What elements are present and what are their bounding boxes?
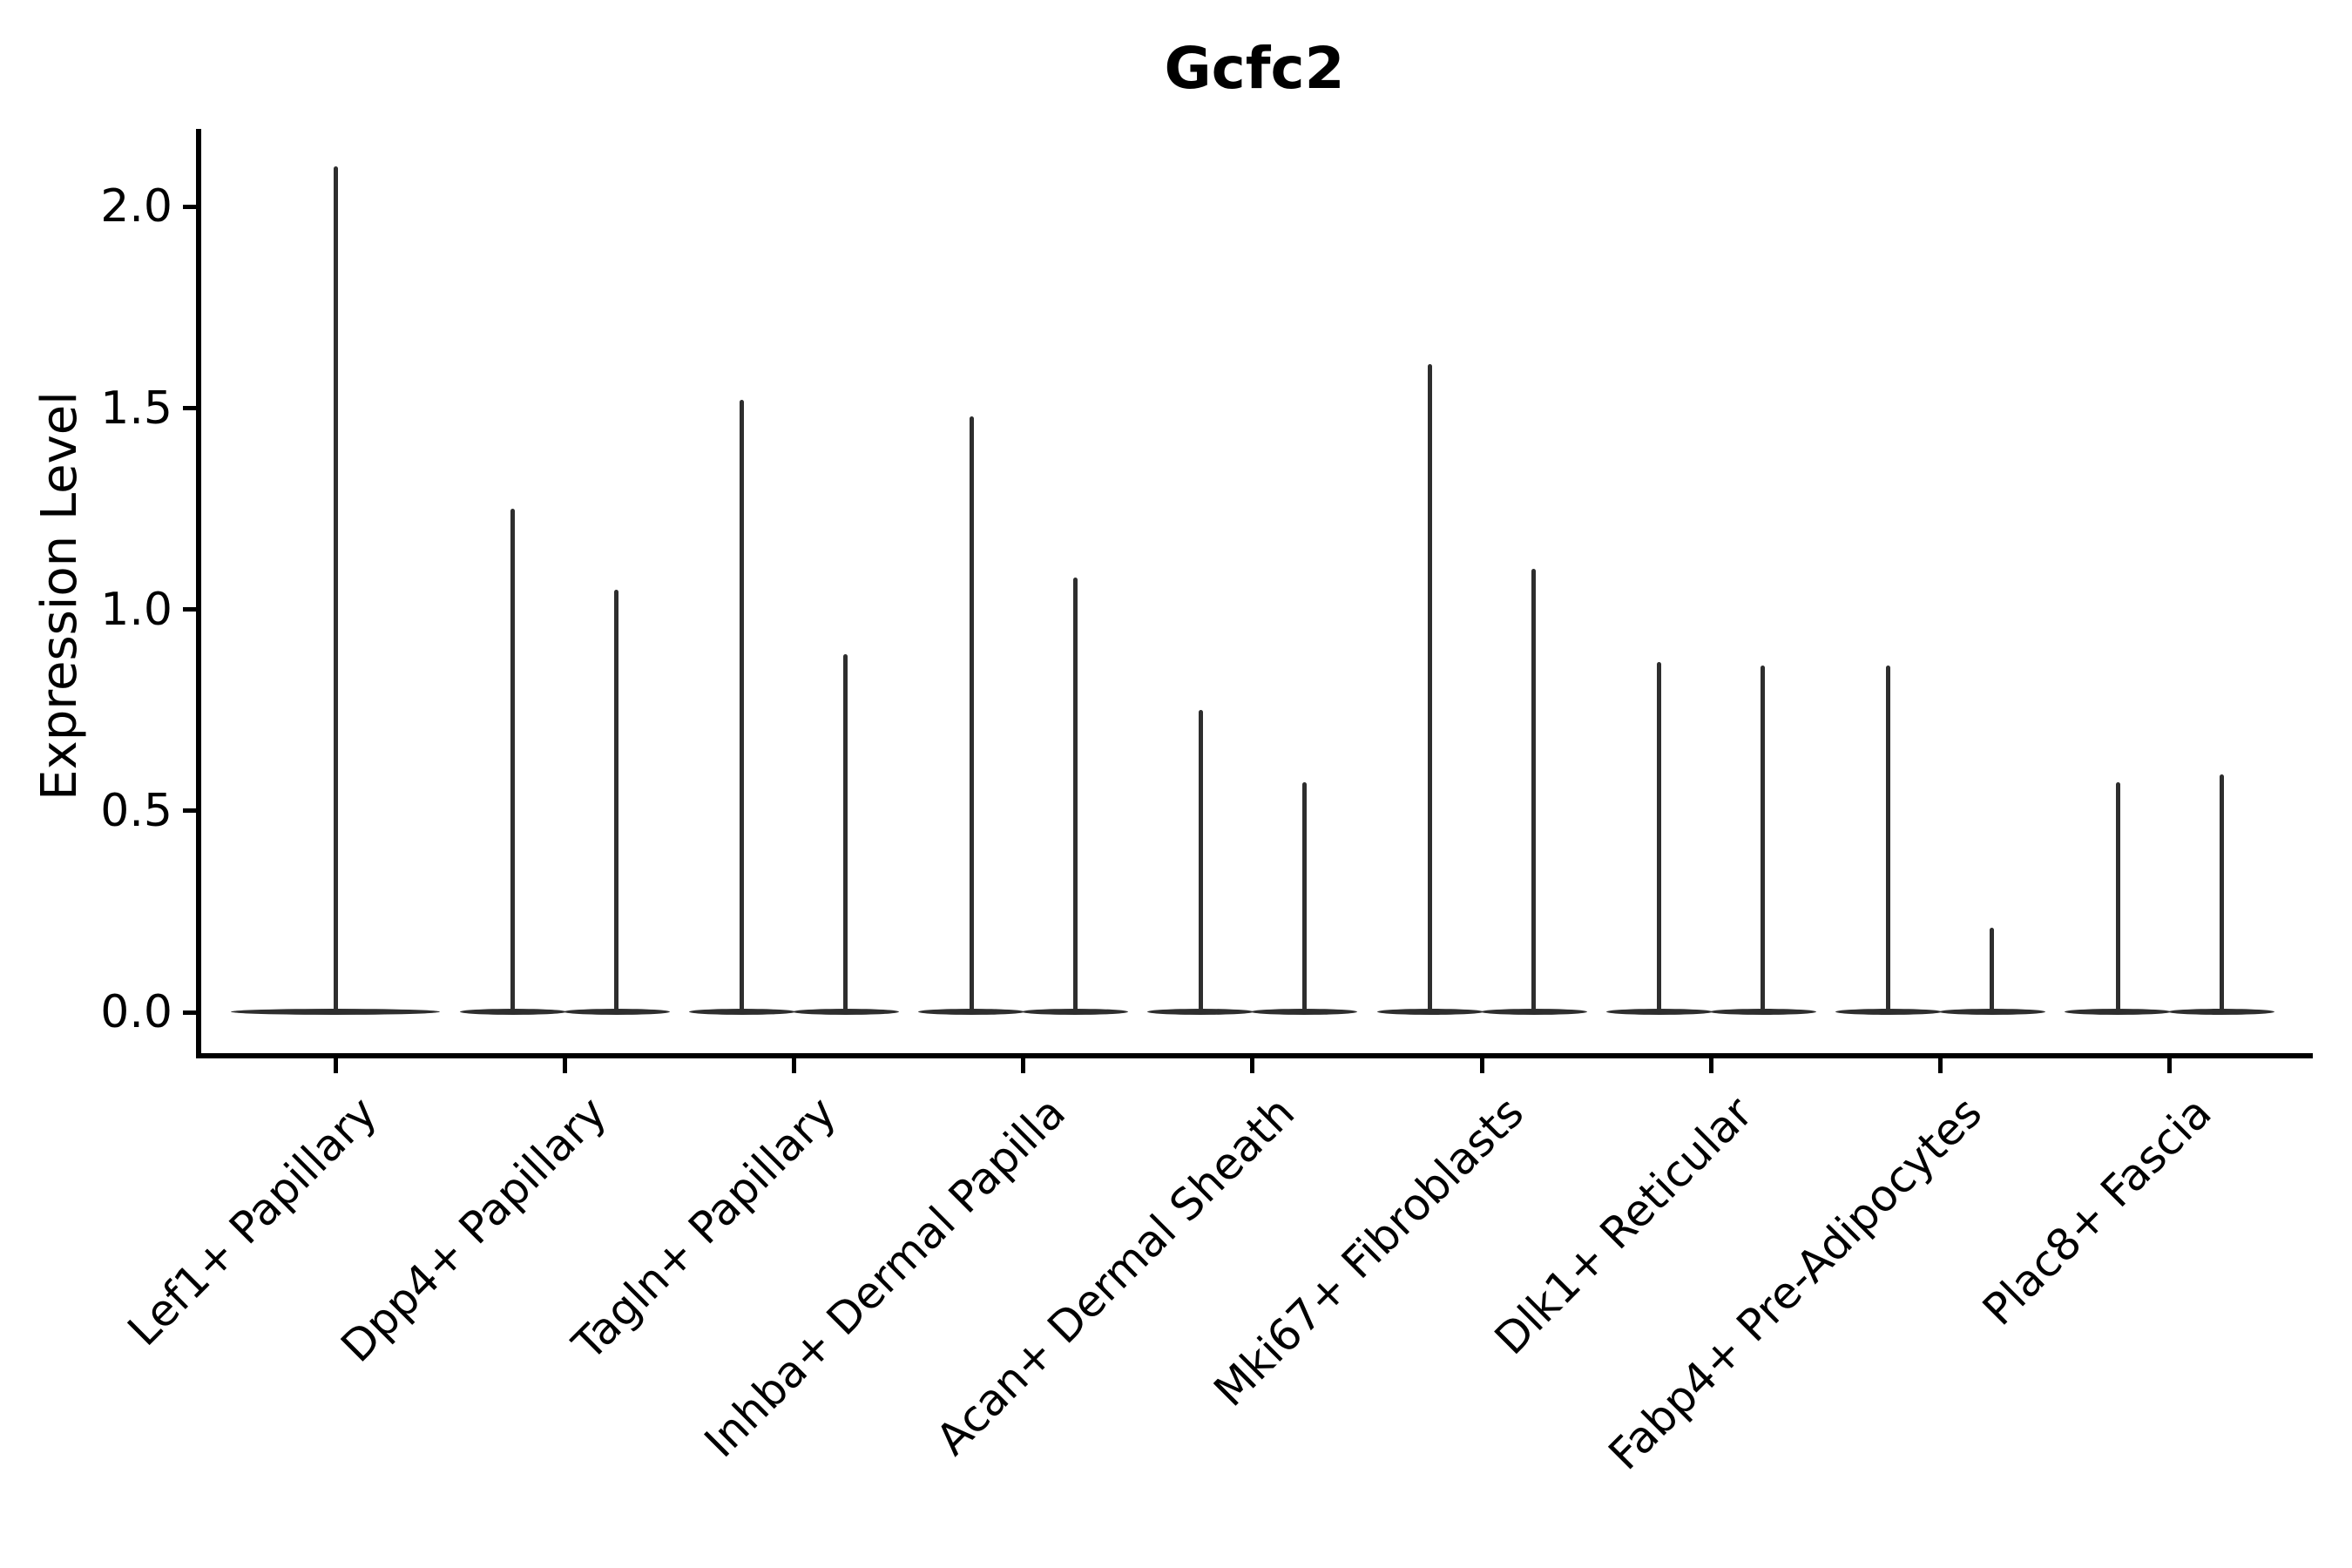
x-tick-mark (1708, 1058, 1713, 1073)
y-tick-label-0.0: 0.0 (100, 986, 172, 1038)
chart-title: Gcfc2 (1164, 35, 1345, 102)
y-tick-mark-0.0 (183, 1010, 197, 1015)
x-tick-label: Plac8+ Fascia (1972, 1087, 2221, 1335)
left-spine (196, 129, 201, 1058)
violin-spike (333, 166, 338, 1012)
y-tick-label-0.5: 0.5 (100, 784, 172, 837)
bottom-spine (196, 1053, 2313, 1058)
violin-spike (1886, 666, 1891, 1012)
violin-spike (740, 400, 745, 1012)
y-tick-mark-1.5 (183, 406, 197, 411)
x-tick-mark (333, 1058, 338, 1073)
x-tick-label: Fabp4+ Pre-Adipocytes (1598, 1087, 1992, 1480)
y-tick-mark-0.5 (183, 808, 197, 814)
violin-spike (2115, 782, 2120, 1012)
y-tick-label-1.5: 1.5 (100, 382, 172, 435)
y-tick-label-1.0: 1.0 (100, 583, 172, 636)
violin-spike (843, 653, 848, 1012)
x-tick-mark (1250, 1058, 1255, 1073)
violin-spike (1761, 666, 1766, 1012)
violin-spike (2219, 774, 2224, 1012)
violin-spike (1990, 927, 1995, 1012)
x-tick-mark (1479, 1058, 1484, 1073)
violin-spike (1657, 661, 1662, 1012)
y-tick-mark-1.0 (183, 607, 197, 612)
violin-spike (510, 509, 516, 1012)
violin-spike (1428, 363, 1432, 1012)
x-tick-mark (1021, 1058, 1026, 1073)
violin-spike (1301, 782, 1307, 1012)
violin-spike (614, 589, 619, 1012)
x-tick-label: Lef1+ Papillary (118, 1087, 388, 1356)
x-tick-mark (1937, 1058, 1943, 1073)
violin-spike (1531, 569, 1536, 1012)
violin-spike (1198, 710, 1203, 1012)
violin-spike (969, 416, 974, 1012)
x-tick-mark (791, 1058, 796, 1073)
violin-spike (1072, 577, 1078, 1012)
x-tick-mark (562, 1058, 567, 1073)
y-tick-mark-2.0 (183, 204, 197, 209)
x-tick-mark (2167, 1058, 2173, 1073)
y-tick-label-2.0: 2.0 (100, 180, 172, 233)
